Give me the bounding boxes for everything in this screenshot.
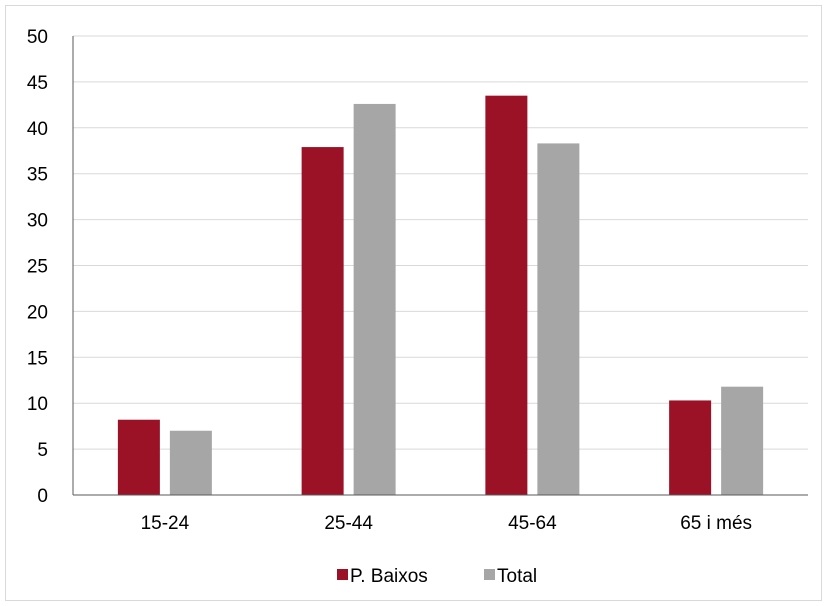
x-tick-label: 15-24 <box>141 513 190 534</box>
y-tick-label: 20 <box>27 302 48 323</box>
bar-total-1 <box>353 103 396 495</box>
y-tick-label: 5 <box>37 440 48 461</box>
bar-total-3 <box>721 386 764 495</box>
bar-p-baixos-2 <box>485 95 528 496</box>
y-tick-label: 35 <box>27 165 48 186</box>
legend-swatch <box>337 569 348 580</box>
x-tick-label: 45-64 <box>508 513 557 534</box>
legend-label: P. Baixos <box>350 566 428 587</box>
y-axis-ticks: 0 5 10 15 20 25 30 35 40 45 50 <box>27 27 48 507</box>
y-tick-label: 40 <box>27 119 48 140</box>
x-tick-label: 65 i més <box>680 513 752 534</box>
y-tick-label: 30 <box>27 211 48 232</box>
legend-swatch <box>484 569 495 580</box>
y-tick-label: 50 <box>27 27 48 48</box>
bars <box>117 95 764 496</box>
y-tick-label: 10 <box>27 394 48 415</box>
y-tick-label: 25 <box>27 257 48 278</box>
chart-frame <box>5 5 822 601</box>
gridlines <box>73 35 808 450</box>
bar-total-0 <box>169 430 212 495</box>
y-tick-label: 15 <box>27 348 48 369</box>
y-tick-label: 0 <box>37 486 48 507</box>
bar-p-baixos-0 <box>117 419 160 495</box>
bar-p-baixos-1 <box>301 147 344 495</box>
x-tick-label: 25-44 <box>324 513 373 534</box>
y-tick-label: 45 <box>27 73 48 94</box>
x-axis-ticks: 15-24 25-44 45-64 65 i més <box>141 513 752 534</box>
legend-label: Total <box>497 566 537 587</box>
legend: P. Baixos Total <box>337 566 537 587</box>
bar-total-2 <box>537 143 580 495</box>
bar-p-baixos-3 <box>669 400 712 495</box>
